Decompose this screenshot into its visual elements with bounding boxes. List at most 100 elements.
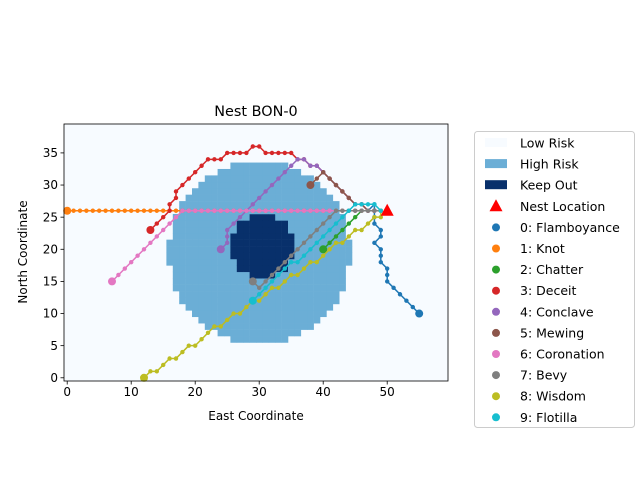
legend-deceit-label: 3: Deceit [520,283,576,298]
high-risk-cell [268,168,276,176]
high-risk-cell [275,329,282,337]
high-risk-cell [332,201,340,208]
path-point-wisdom [359,227,364,233]
high-risk-cell [217,278,225,285]
high-risk-cell [288,265,295,273]
high-risk-cell [326,194,334,202]
high-risk-cell [217,310,225,318]
high-risk-cell [320,258,327,266]
high-risk-cell [198,252,206,260]
high-risk-cell [217,271,225,279]
legend-low-risk-label: Low Risk [520,136,575,151]
path-point-conclave [301,157,307,162]
high-risk-cell [268,188,276,195]
legend-flamboyance-swatch [492,223,500,232]
path-point-deceit [263,150,268,156]
high-risk-cell [236,291,244,298]
high-risk-cell [172,233,180,240]
path-point-bevy [269,272,275,278]
path-point-deceit [231,150,236,156]
keep-out-cell [256,246,263,253]
high-risk-cell [268,323,276,330]
path-point-knot [129,208,134,213]
high-risk-cell [224,188,231,195]
high-risk-cell [339,220,346,228]
path-point-deceit [173,195,179,201]
path-point-coronation [308,208,313,213]
high-risk-cell [185,303,193,311]
path-point-coronation [193,208,198,213]
high-risk-cell [192,239,199,247]
keep-out-cell [281,226,289,234]
keep-out-cell [249,246,257,253]
path-point-coronation [263,208,268,213]
legend-deceit-swatch [492,286,500,295]
y-tick-label: 35 [43,146,58,160]
high-risk-cell [230,297,238,305]
high-risk-cell [332,213,340,221]
high-risk-cell [204,175,212,183]
path-point-coronation [237,208,243,213]
high-risk-cell [281,201,289,208]
high-risk-cell [243,181,250,189]
path-point-flotilla [263,285,268,291]
high-risk-cell [256,329,263,337]
keep-out-cell [256,220,263,228]
high-risk-cell [339,258,346,266]
start-point-deceit [146,226,155,235]
start-point-mewing [306,181,315,190]
path-point-coronation [282,208,287,213]
high-risk-cell [230,271,238,279]
high-risk-cell [179,233,186,240]
path-point-wisdom [218,324,223,329]
high-risk-cell [249,181,257,189]
high-risk-cell [236,303,244,311]
high-risk-cell [198,303,206,311]
high-risk-cell [345,239,353,247]
high-risk-cell [281,303,289,311]
high-risk-cell [185,265,193,273]
path-point-wisdom [365,221,371,226]
high-risk-cell [294,233,302,240]
path-point-mewing [346,195,351,201]
x-tick-label: 20 [188,385,203,399]
high-risk-cell [307,188,314,195]
keep-out-cell [256,239,263,247]
start-point-conclave [216,245,225,254]
high-risk-cell [313,181,321,189]
keep-out-cell [230,239,238,247]
high-risk-cell [224,220,231,228]
high-risk-cell [224,258,231,266]
path-point-flotilla [372,202,377,207]
keep-out-cell [288,233,295,240]
high-risk-cell [211,316,218,324]
high-risk-cell [211,310,218,318]
path-point-deceit [167,202,172,207]
high-risk-cell [185,226,193,234]
path-point-bevy [282,259,287,265]
path-point-conclave [263,189,268,194]
high-risk-cell [288,188,295,195]
path-point-knot [90,208,96,213]
high-risk-cell [198,194,206,202]
high-risk-cell [256,303,263,311]
high-risk-cell [204,284,212,292]
high-risk-cell [275,323,282,330]
high-risk-cell [281,323,289,330]
legend-bevy-label: 7: Bevy [520,368,568,383]
high-risk-cell [230,284,238,292]
keep-out-cell [249,233,257,240]
high-risk-cell [275,336,282,343]
high-risk-cell [185,194,193,202]
high-risk-cell [230,162,238,170]
high-risk-cell [300,246,308,253]
high-risk-cell [262,175,270,183]
x-tick-label: 40 [316,385,331,399]
high-risk-cell [192,310,199,318]
high-risk-cell [300,201,308,208]
high-risk-cell [300,316,308,324]
path-point-wisdom [346,234,351,239]
high-risk-cell [307,291,314,298]
path-point-coronation [173,214,179,220]
high-risk-cell [211,220,218,228]
